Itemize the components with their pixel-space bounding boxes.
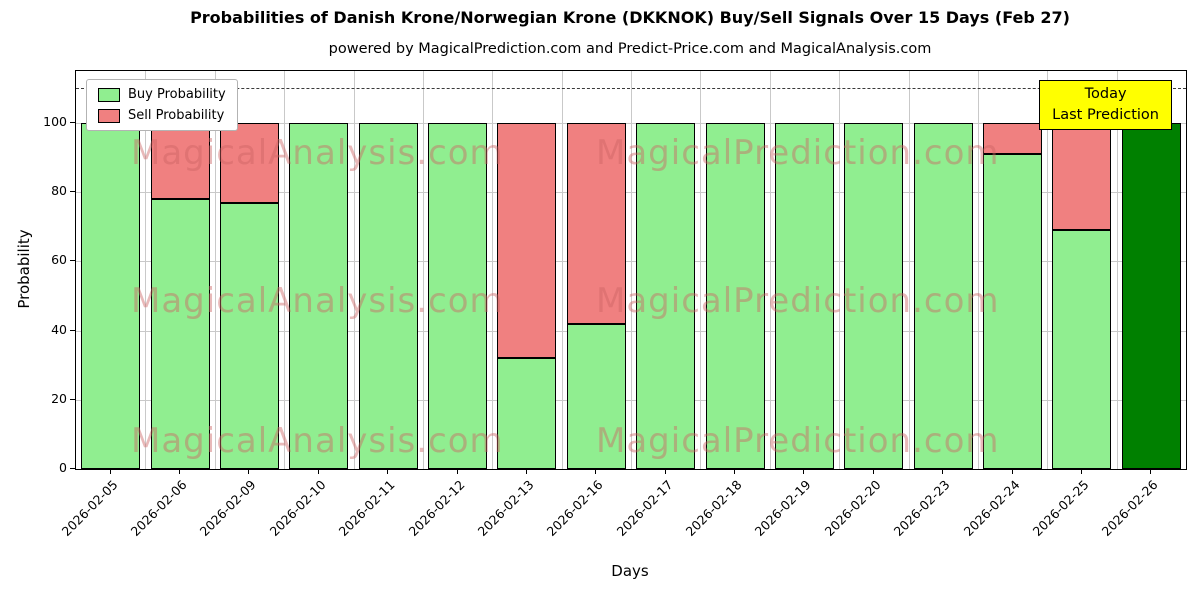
x-tick-mark: [872, 469, 874, 474]
x-tick-mark: [179, 469, 181, 474]
x-tick-mark: [248, 469, 250, 474]
x-tick-mark: [109, 469, 111, 474]
sell-swatch-icon: [98, 108, 120, 123]
v-gridline: [284, 71, 286, 469]
x-tick-label: 2026-02-05: [58, 477, 121, 539]
today-label-line1: Today: [1084, 86, 1127, 102]
bar-buy: [636, 122, 696, 469]
x-tick-mark: [1011, 469, 1013, 474]
v-gridline: [1116, 71, 1118, 469]
x-tick-mark: [664, 469, 666, 474]
y-tick-label: 100: [43, 113, 67, 129]
bar-buy: [566, 323, 626, 469]
bar-buy: [428, 122, 488, 469]
v-gridline: [769, 71, 771, 469]
y-tick-mark: [70, 468, 75, 469]
x-tick-mark: [525, 469, 527, 474]
today-label-line2: Last Prediction: [1052, 107, 1159, 124]
x-tick-mark: [942, 469, 944, 474]
bar-buy: [358, 122, 418, 469]
bar-buy: [81, 122, 141, 469]
legend-label-sell: Sell Probability: [128, 108, 225, 123]
chart-title: Probabilities of Danish Krone/Norwegian …: [190, 8, 1070, 27]
v-gridline: [561, 71, 563, 469]
bar-sell: [1052, 122, 1112, 231]
dashed-threshold-line: [76, 88, 1186, 90]
x-tick-mark: [1080, 469, 1082, 474]
y-tick-mark: [70, 398, 75, 400]
legend-item-buy: Buy Probability: [98, 87, 226, 102]
v-gridline: [977, 71, 979, 469]
y-tick-label: 20: [51, 390, 67, 406]
bar-buy: [913, 122, 973, 469]
x-tick-mark: [595, 469, 597, 474]
y-tick-mark: [70, 329, 75, 331]
y-tick-mark: [70, 260, 75, 262]
legend: Buy Probability Sell Probability: [86, 79, 238, 131]
bar-sell: [497, 122, 557, 359]
bar-buy: [983, 154, 1043, 469]
y-tick-label: 40: [51, 321, 67, 337]
bar-sell: [983, 122, 1043, 155]
bar-buy: [150, 199, 210, 469]
x-tick-mark: [803, 469, 805, 474]
x-tick-mark: [1150, 469, 1152, 474]
bar-buy: [219, 202, 279, 469]
bar-buy: [705, 122, 765, 469]
plot-area: Buy Probability Sell Probability Today L…: [75, 70, 1187, 470]
bar-buy: [497, 358, 557, 469]
y-tick-mark: [70, 121, 75, 123]
x-tick-mark: [734, 469, 736, 474]
bar-buy: [1121, 122, 1181, 469]
y-tick-label: 80: [51, 183, 67, 199]
x-tick-mark: [456, 469, 458, 474]
y-tick-mark: [70, 191, 75, 193]
y-axis-label: Probability: [15, 229, 33, 309]
v-gridline: [839, 71, 841, 469]
buy-swatch-icon: [98, 87, 120, 102]
bar-sell: [566, 122, 626, 324]
v-gridline: [908, 71, 910, 469]
bar-buy: [844, 122, 904, 469]
bar-buy: [1052, 230, 1112, 469]
chart-subtitle: powered by MagicalPrediction.com and Pre…: [328, 41, 932, 57]
legend-label-buy: Buy Probability: [128, 87, 226, 102]
bar-sell: [150, 122, 210, 200]
x-tick-mark: [387, 469, 389, 474]
legend-item-sell: Sell Probability: [98, 108, 226, 123]
bar-sell: [219, 122, 279, 203]
y-tick-label: 60: [51, 252, 67, 268]
x-axis-label: Days: [611, 562, 649, 580]
y-tick-label: 0: [59, 460, 67, 475]
v-gridline: [1047, 71, 1049, 469]
v-gridline: [492, 71, 494, 469]
v-gridline: [422, 71, 424, 469]
v-gridline: [353, 71, 355, 469]
v-gridline: [700, 71, 702, 469]
bar-buy: [289, 122, 349, 469]
today-label: Today Last Prediction: [1039, 80, 1172, 131]
v-gridline: [214, 71, 216, 469]
v-gridline: [145, 71, 147, 469]
v-gridline: [631, 71, 632, 469]
x-tick-mark: [317, 469, 319, 474]
bar-buy: [774, 122, 834, 469]
